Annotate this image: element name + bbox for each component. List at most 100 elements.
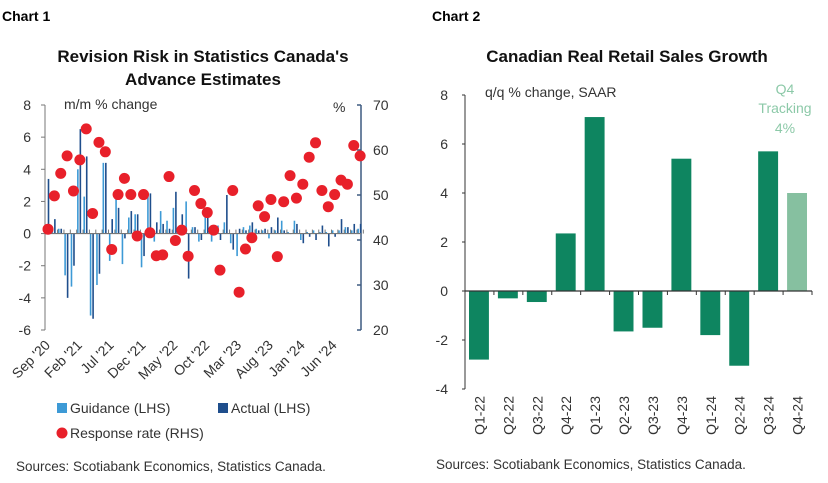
guidance-bar [191,227,194,234]
bar-Q4-23 [671,158,692,291]
annotation-line2: Tracking [758,100,811,116]
guidance-bar [293,220,296,234]
chart2-title: Canadian Real Retail Sales Growth [486,47,768,66]
x-axis-tick-label: Jun '24 [297,337,340,380]
actual-bar [117,207,120,234]
x-axis-tick-label: Q2-22 [500,396,516,435]
chart1-title-line1: Revision Risk in Statistics Canada's [57,47,348,66]
actual-bar [219,233,222,240]
actual-bar [270,227,273,234]
y-axis-tick-label: 2 [440,234,448,250]
guidance-bar [249,225,251,234]
response-rate-dot [354,150,366,162]
chart2-source: Sources: Scotiabank Economics, Statistic… [436,457,746,472]
actual-bar [232,233,235,250]
actual-bar [340,219,343,234]
actual-bar [66,233,69,298]
guidance-bar [70,233,73,287]
right-axis-tick-label: 60 [373,142,389,158]
actual-bar [200,233,203,240]
chart2-plot: -2 0 2 4 6 8 -4 Q1-22 Q2-22 Q3-22 Q4-22 Q1-23 Q2-23 Q… [436,87,813,435]
chart1-title-line2: Advance Estimates [125,70,281,89]
guidance-bar [280,220,283,234]
actual-bar [175,191,177,234]
response-rate-dot [182,250,194,262]
left-axis-tick-label: -2 [19,258,32,274]
response-rate-dot [125,189,137,201]
response-rate-dot [290,192,302,204]
guidance-bar [102,162,105,234]
guidance-bar [89,233,92,316]
response-rate-dot [271,251,283,263]
response-rate-dot [259,211,271,223]
response-rate-dot [189,185,201,196]
guidance-bar [153,233,156,242]
x-axis-tick-label: Q2-23 [616,396,632,435]
right-axis-tick-label: 40 [373,232,389,248]
guidance-bar [115,195,117,234]
response-rate-dot [322,201,334,213]
right-axis-tick-label: 70 [373,97,389,113]
guidance-bar [83,196,86,234]
guidance-bar [147,195,149,234]
response-rate-dot [310,137,322,149]
guidance-bar [185,201,187,234]
legend-swatch-response [56,427,68,439]
annotation-line1: Q4 [776,81,795,97]
actual-bar [347,227,349,234]
bar-Q3-22 [526,291,547,303]
response-rate-dot [87,207,99,219]
actual-bar [334,233,336,237]
response-rate-dot [112,189,124,201]
response-rate-dot [99,146,111,158]
actual-bar [194,227,196,234]
bar-Q1-22 [469,291,489,360]
x-axis-tick-label: Q3-24 [761,396,777,435]
guidance-bar [204,214,207,234]
guidance-bar [325,231,328,234]
response-rate-dot [74,154,86,166]
response-rate-dot [316,185,328,196]
x-axis-tick-label: Q3-22 [529,396,545,435]
chart1-source: Sources: Scotiabank Economics, Statistic… [16,459,326,474]
actual-bar [302,233,305,244]
bar-Q4-22 [555,233,576,291]
actual-bar [168,228,171,234]
response-rate-dot [67,185,79,197]
actual-bar [98,233,101,274]
guidance-bar [268,233,270,239]
response-rate-dot [169,234,181,246]
chart1-header: Chart 1 [2,8,50,24]
guidance-bar [96,233,98,285]
actual-bar [315,233,317,240]
response-rate-dot [233,286,245,298]
right-axis-tick-label: 50 [373,187,389,203]
actual-bar [277,217,279,234]
response-rate-dot [55,167,67,179]
actual-bar [296,223,298,234]
response-rate-dot [297,178,309,190]
actual-bar [206,217,209,234]
annotation-line3: 4% [775,120,795,136]
guidance-bar [198,233,200,242]
response-rate-dot [93,136,105,148]
response-rate-dot [157,249,169,261]
y-axis-tick-label: 4 [440,185,448,201]
y-axis-tick-label: 6 [440,136,448,152]
chart2-header: Chart 2 [432,8,480,24]
y-axis-tick-label: -4 [436,381,449,397]
guidance-bar [128,217,130,234]
guidance-bar [121,233,124,265]
actual-bar [92,233,94,319]
response-rate-dot [239,243,251,255]
guidance-bar [274,230,277,234]
actual-bar [73,233,75,266]
x-axis-tick-label: Q4-24 [790,396,806,435]
response-rate-dot [214,264,226,276]
response-rate-dot [118,172,130,184]
response-rate-dot [163,171,175,183]
guidance-bar [223,222,226,234]
actual-bar [143,233,145,257]
response-rate-dot [208,224,220,236]
